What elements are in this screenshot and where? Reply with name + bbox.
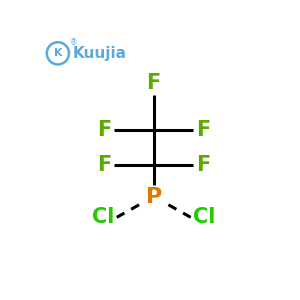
Text: Cl: Cl [193, 207, 215, 227]
Text: K: K [54, 48, 62, 58]
Text: Cl: Cl [92, 207, 115, 227]
Text: ®: ® [70, 38, 78, 47]
Text: Kuujia: Kuujia [72, 46, 126, 61]
Text: F: F [98, 155, 112, 176]
Text: F: F [196, 120, 210, 140]
Text: F: F [147, 73, 161, 93]
Text: F: F [98, 120, 112, 140]
Text: F: F [196, 155, 210, 176]
Text: P: P [146, 187, 162, 206]
